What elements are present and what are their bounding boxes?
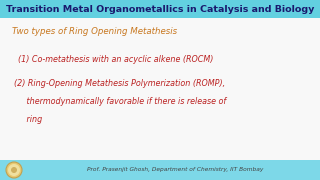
Circle shape [6, 162, 22, 178]
FancyBboxPatch shape [0, 0, 320, 18]
Text: (2) Ring-Opening Metathesis Polymerization (ROMP),: (2) Ring-Opening Metathesis Polymerizati… [14, 80, 225, 89]
Text: ring: ring [14, 116, 42, 125]
Text: Prof. Prasenjit Ghosh, Department of Chemistry, IIT Bombay: Prof. Prasenjit Ghosh, Department of Che… [87, 168, 263, 172]
Text: Transition Metal Organometallics in Catalysis and Biology: Transition Metal Organometallics in Cata… [6, 4, 314, 14]
FancyBboxPatch shape [0, 160, 320, 180]
Text: Two types of Ring Opening Metathesis: Two types of Ring Opening Metathesis [12, 28, 177, 37]
Text: thermodynamically favorable if there is release of: thermodynamically favorable if there is … [14, 98, 226, 107]
Text: (1) Co-metathesis with an acyclic alkene (ROCM): (1) Co-metathesis with an acyclic alkene… [18, 55, 213, 64]
Circle shape [11, 167, 17, 173]
Circle shape [8, 164, 20, 176]
